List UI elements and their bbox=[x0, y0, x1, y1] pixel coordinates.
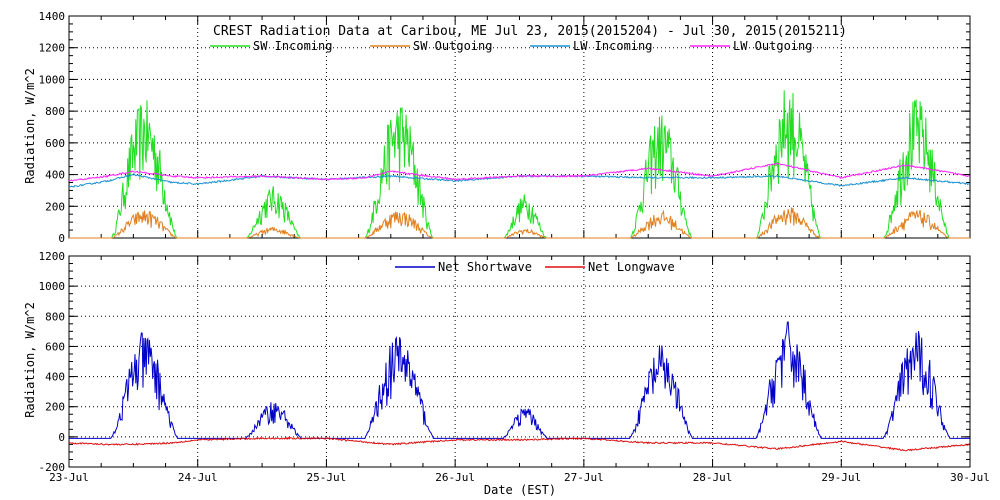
x-tick-label: 24-Jul bbox=[178, 471, 218, 484]
y-tick-label: 1000 bbox=[39, 280, 66, 293]
x-tick-label: 23-Jul bbox=[49, 471, 89, 484]
y-tick-label: 200 bbox=[45, 200, 65, 213]
x-tick-label: 28-Jul bbox=[693, 471, 733, 484]
plot-frame-2 bbox=[68, 255, 971, 468]
y-tick-label: 400 bbox=[45, 371, 65, 384]
x-tick-label: 27-Jul bbox=[564, 471, 604, 484]
series-line-net-shortwave bbox=[69, 321, 970, 439]
x-tick-label: 25-Jul bbox=[307, 471, 347, 484]
x-tick-label: 29-Jul bbox=[821, 471, 861, 484]
y-tick-label: 0 bbox=[58, 232, 65, 245]
legend-label-sw-outgoing: SW Outgoing bbox=[413, 39, 492, 53]
legend-label-lw-outgoing: LW Outgoing bbox=[733, 39, 812, 53]
legend-label-lw-incoming: LW Incoming bbox=[573, 39, 652, 53]
x-tick-label: 26-Jul bbox=[435, 471, 475, 484]
y-tick-label: 1200 bbox=[39, 250, 66, 263]
y-tick-label: 200 bbox=[45, 401, 65, 414]
chart-title: CREST Radiation Data at Caribou, ME Jul … bbox=[213, 24, 847, 39]
legend-label-net-shortwave: Net Shortwave bbox=[438, 260, 532, 274]
y-tick-label: 1200 bbox=[39, 42, 66, 55]
series-line-lw-incoming bbox=[68, 173, 971, 188]
series-line-lw-outgoing bbox=[68, 162, 971, 182]
plot-frame-1 bbox=[68, 15, 971, 239]
series-line-sw-incoming bbox=[69, 90, 970, 239]
y-tick-label: 600 bbox=[45, 340, 65, 353]
y-tick-label: 400 bbox=[45, 169, 65, 182]
y-tick-label: 1000 bbox=[39, 73, 66, 86]
y-tick-label: 600 bbox=[45, 137, 65, 150]
x-tick-label: 30-Jul bbox=[950, 471, 990, 484]
x-axis-title: Date (EST) bbox=[484, 483, 556, 497]
legend-label-net-longwave: Net Longwave bbox=[588, 260, 675, 274]
y-tick-label: 1400 bbox=[39, 10, 66, 23]
y-tick-label: 800 bbox=[45, 105, 65, 118]
y-tick-label: 0 bbox=[58, 431, 65, 444]
legend-label-sw-incoming: SW Incoming bbox=[253, 39, 332, 53]
y-tick-label: -200 bbox=[39, 461, 66, 474]
top-ylabel: Radiation, W/m^2 bbox=[23, 68, 37, 184]
series-line-net-longwave bbox=[68, 436, 971, 452]
bottom-ylabel: Radiation, W/m^2 bbox=[23, 302, 37, 418]
series-line-sw-outgoing bbox=[69, 207, 970, 239]
y-tick-label: 800 bbox=[45, 310, 65, 323]
